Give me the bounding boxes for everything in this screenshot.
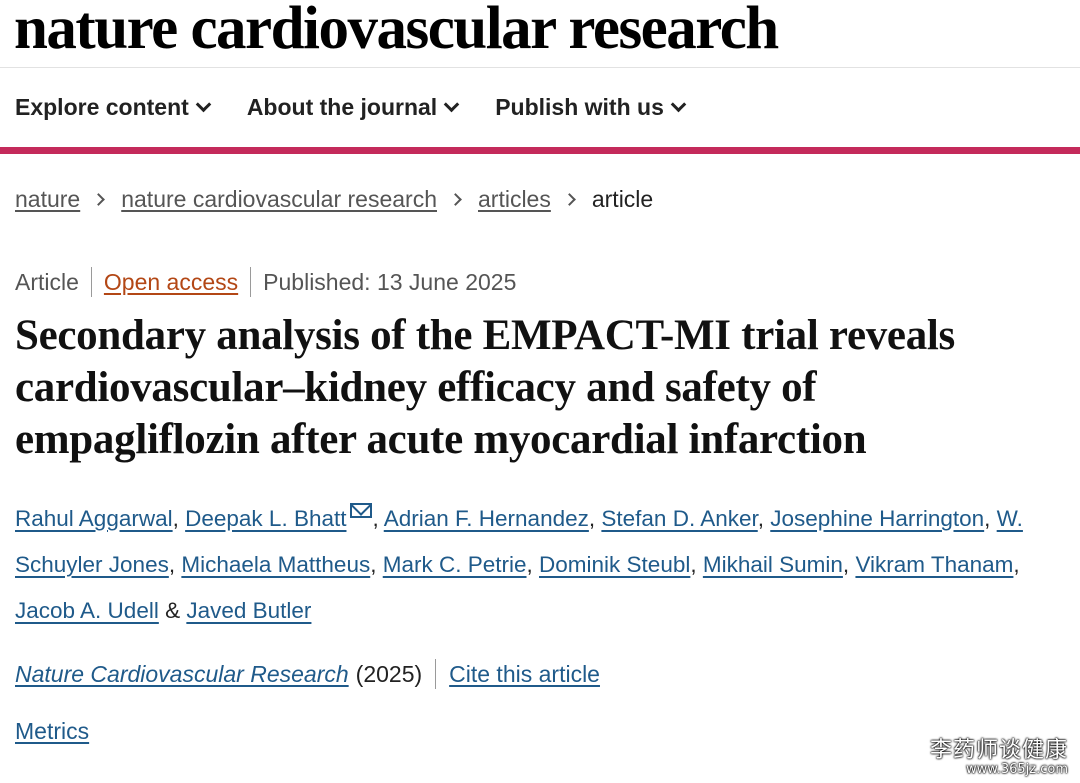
author-link[interactable]: Javed Butler bbox=[186, 598, 312, 623]
author-separator: , bbox=[588, 506, 602, 531]
masthead-divider bbox=[0, 67, 1080, 68]
author-list: Rahul Aggarwal, Deepak L. Bhatt, Adrian … bbox=[15, 496, 1077, 634]
author-separator: , bbox=[526, 552, 540, 577]
metrics-link[interactable]: Metrics bbox=[15, 718, 90, 744]
publication-year: (2025) bbox=[355, 660, 423, 687]
published-date: Published: 13 June 2025 bbox=[263, 268, 517, 295]
chevron-right-icon bbox=[92, 193, 106, 206]
citation-divider bbox=[435, 659, 437, 689]
author-link[interactable]: Dominik Steubl bbox=[539, 552, 691, 577]
author-link[interactable]: Mikhail Sumin bbox=[702, 552, 843, 577]
chevron-right-icon bbox=[562, 193, 576, 206]
breadcrumb-current: article bbox=[591, 186, 654, 212]
author-separator: , bbox=[1013, 552, 1020, 577]
author-link[interactable]: W. Schuyler Jones bbox=[15, 506, 1023, 577]
author-link[interactable]: Adrian F. Hernandez bbox=[383, 506, 589, 531]
author-link[interactable]: Rahul Aggarwal bbox=[15, 506, 173, 531]
author-link[interactable]: Vikram Thanam bbox=[855, 552, 1014, 577]
author-conjunction: & bbox=[158, 598, 187, 623]
breadcrumb-nature[interactable]: nature bbox=[15, 186, 81, 212]
author-separator: , bbox=[842, 552, 856, 577]
mail-icon[interactable] bbox=[350, 503, 373, 518]
article-title: Secondary analysis of the EMPACT-MI tria… bbox=[15, 312, 955, 463]
chevron-down-icon bbox=[670, 96, 687, 113]
main-nav: Explore content About the journal Publis… bbox=[15, 94, 687, 121]
author-link[interactable]: Josephine Harrington bbox=[770, 506, 985, 531]
author-separator: , bbox=[172, 506, 186, 531]
nav-publish-with-us[interactable]: Publish with us bbox=[495, 94, 687, 121]
author-separator: , bbox=[984, 506, 997, 531]
nav-item-label: Explore content bbox=[15, 94, 189, 120]
meta-divider bbox=[90, 267, 92, 297]
chevron-down-icon bbox=[443, 96, 460, 113]
author-link[interactable]: Michaela Mattheus bbox=[181, 552, 371, 577]
chevron-down-icon bbox=[195, 96, 212, 113]
journal-name-link[interactable]: Nature Cardiovascular Research bbox=[15, 660, 349, 687]
citation-line: Nature Cardiovascular Research (2025) Ci… bbox=[15, 659, 600, 689]
chevron-right-icon bbox=[449, 193, 462, 206]
nav-about-journal[interactable]: About the journal bbox=[246, 94, 460, 121]
author-link[interactable]: Deepak L. Bhatt bbox=[185, 506, 347, 531]
watermark: 李药师谈健康 www.365jz.com bbox=[930, 739, 1068, 777]
author-link[interactable]: Mark C. Petrie bbox=[382, 552, 527, 577]
article-meta: Article Open access Published: 13 June 2… bbox=[15, 267, 516, 297]
breadcrumb-journal[interactable]: nature cardiovascular research bbox=[121, 186, 437, 212]
watermark-text: 李药师谈健康 bbox=[929, 738, 1068, 763]
author-separator: , bbox=[690, 552, 703, 577]
nav-item-label: About the journal bbox=[246, 94, 438, 120]
cite-article-link[interactable]: Cite this article bbox=[449, 660, 600, 687]
breadcrumb: nature nature cardiovascular research ar… bbox=[15, 186, 653, 213]
journal-masthead[interactable]: nature cardiovascular research bbox=[14, 0, 779, 62]
article-type: Article bbox=[15, 268, 79, 295]
nav-explore-content[interactable]: Explore content bbox=[15, 94, 212, 121]
nav-item-label: Publish with us bbox=[495, 94, 664, 120]
watermark-url: www.365jz.com bbox=[966, 762, 1068, 777]
author-separator: , bbox=[757, 506, 771, 531]
author-link[interactable]: Stefan D. Anker bbox=[601, 506, 758, 531]
author-separator: , bbox=[370, 552, 383, 577]
author-link[interactable]: Jacob A. Udell bbox=[15, 598, 159, 623]
author-separator: , bbox=[168, 552, 182, 577]
meta-divider bbox=[250, 267, 252, 297]
accent-bar bbox=[0, 147, 1080, 154]
open-access-link[interactable]: Open access bbox=[103, 268, 239, 295]
breadcrumb-articles[interactable]: articles bbox=[478, 186, 551, 212]
author-separator: , bbox=[372, 506, 384, 531]
